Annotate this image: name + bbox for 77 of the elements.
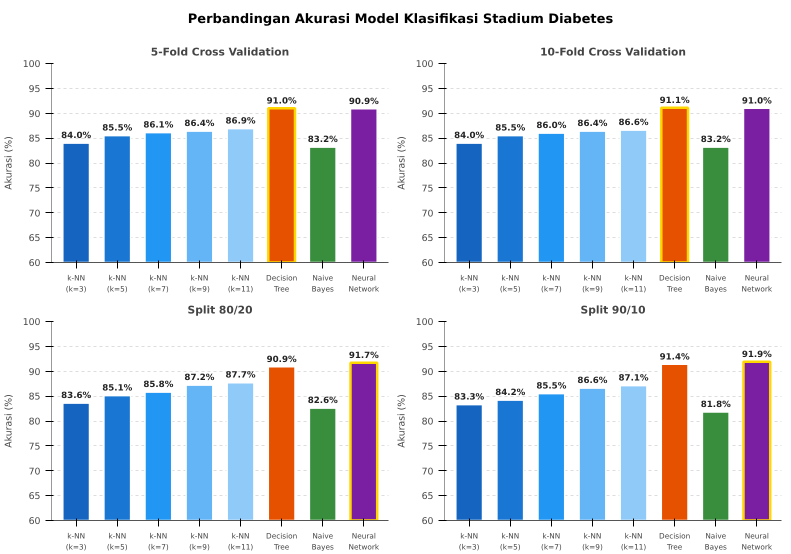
y-tick-label: 70 [422,208,434,220]
y-tick-label: 100 [416,317,434,328]
data-label: 85.5% [536,382,567,392]
data-label: 91.0% [742,96,772,106]
data-label: 84.0% [454,131,484,142]
data-label: 81.8% [700,400,732,410]
y-tick-label: 100 [22,59,41,70]
y-tick-label: 80 [28,158,41,170]
data-label: 85.5% [102,124,133,134]
y-tick-label: 80 [422,158,434,170]
y-tick-label: 85 [28,134,41,145]
y-tick-label: 75 [422,441,434,452]
chart-title: Split 90/10 [580,304,646,316]
y-tick-label: 95 [28,84,41,95]
data-label: 91.9% [742,350,772,360]
data-label: 86.6% [577,376,608,386]
data-label: 86.9% [226,116,256,127]
data-label: 87.2% [184,373,215,384]
y-axis-title: Akurasi (%) [396,394,408,448]
data-label: 90.9% [266,354,297,365]
y-tick-label: 90 [28,366,41,378]
chart-title: Split 80/20 [188,304,252,316]
y-tick-label: 65 [28,491,41,502]
y-axis-title: Akurasi (%) [4,136,15,190]
y-tick-label: 100 [22,317,41,328]
data-label: 85.8% [143,380,174,390]
y-tick-label: 75 [28,183,41,194]
y-tick-label: 90 [422,366,434,378]
data-label: 86.6% [618,118,649,128]
data-label: 86.1% [143,120,174,131]
y-axis-title: Akurasi (%) [396,136,408,190]
data-label: 91.1% [660,96,690,106]
y-tick-label: 100 [416,59,434,70]
data-label: 91.7% [348,350,380,361]
chart-title: 5-Fold Cross Validation [150,46,290,58]
data-label: 82.6% [308,396,338,406]
y-tick-label: 75 [422,183,434,194]
y-tick-label: 90 [422,108,434,120]
text: Perbandingan Akurasi Model Klasifikasi Stadium Diabetes [188,11,614,29]
y-tick-label: 85 [422,392,434,403]
y-tick-label: 70 [28,208,41,220]
y-tick-label: 90 [28,108,41,120]
data-label: 91.0% [266,96,297,106]
y-tick-label: 75 [28,441,41,452]
data-label: 84.2% [495,388,526,398]
data-label: 83.6% [61,391,92,402]
y-tick-label: 60 [28,516,41,527]
y-axis-title: Akurasi (%) [4,394,15,448]
y-tick-label: 65 [28,233,41,244]
data-label: 84.0% [61,131,92,142]
data-label: 86.4% [577,119,608,130]
y-tick-label: 80 [422,416,434,428]
data-label: 86.4% [184,119,215,130]
data-label: 90.9% [348,96,380,107]
y-tick-label: 60 [28,258,41,269]
data-label: 83.2% [700,135,732,146]
y-tick-label: 70 [422,466,434,478]
y-tick-label: 60 [422,258,434,269]
y-tick-label: 85 [422,134,434,145]
y-tick-label: 60 [422,516,434,527]
y-tick-label: 95 [28,342,41,353]
y-tick-label: 95 [422,342,434,353]
data-label: 87.7% [226,370,256,381]
data-label: 91.4% [660,352,690,362]
data-label: 85.5% [495,124,526,134]
y-tick-label: 80 [28,416,41,428]
data-label: 86.0% [536,121,567,132]
data-label: 85.1% [102,384,133,394]
y-tick-label: 65 [422,233,434,244]
y-tick-label: 65 [422,491,434,502]
y-tick-label: 85 [28,392,41,403]
y-tick-label: 70 [28,466,41,478]
y-tick-label: 95 [422,84,434,95]
data-label: 87.1% [618,374,649,384]
data-label: 83.3% [454,392,484,403]
chart-title: 10-Fold Cross Validation [540,46,686,58]
data-label: 83.2% [308,135,338,146]
